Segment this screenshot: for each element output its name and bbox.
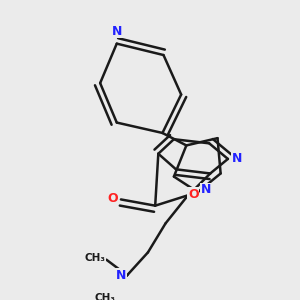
Text: N: N	[200, 183, 211, 196]
Text: CH₃: CH₃	[94, 293, 115, 300]
Text: CH₃: CH₃	[84, 254, 105, 263]
Text: N: N	[116, 269, 126, 282]
Text: O: O	[188, 188, 199, 201]
Text: O: O	[107, 192, 118, 205]
Text: N: N	[112, 25, 122, 38]
Text: N: N	[231, 152, 242, 165]
